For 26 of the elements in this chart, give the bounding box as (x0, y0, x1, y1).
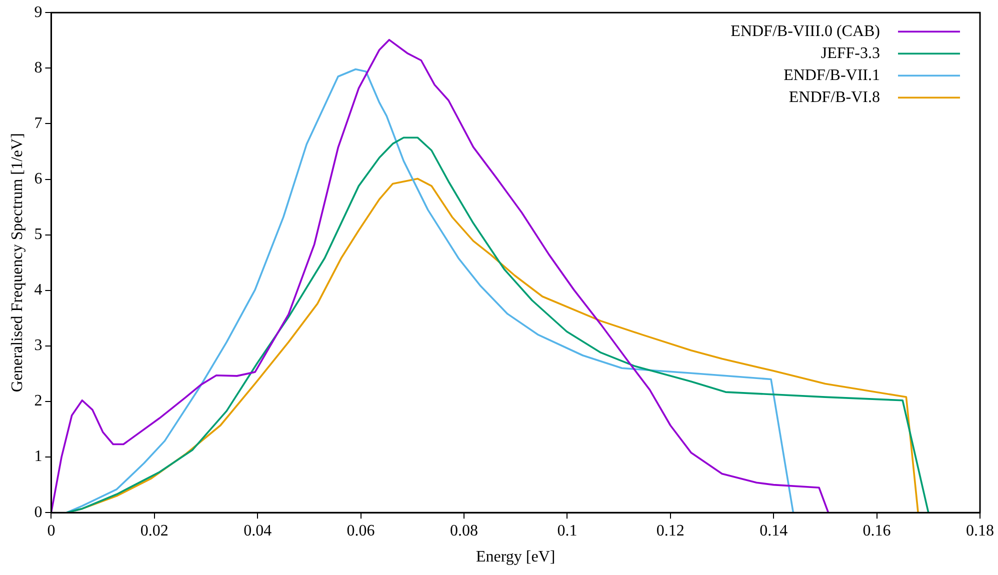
x-tick-label: 0.14 (760, 522, 788, 540)
x-axis-title: Energy [eV] (476, 548, 556, 566)
x-tick-label: 0.16 (862, 522, 891, 540)
y-tick-label: 2 (34, 392, 42, 410)
x-tick-label: 0.06 (346, 522, 375, 540)
y-tick-label: 9 (34, 4, 42, 21)
x-tick-label: 0 (47, 522, 56, 540)
x-tick-label: 0.04 (244, 522, 272, 540)
legend-label: ENDF/B-VIII.0 (CAB) (730, 22, 880, 40)
x-tick-label: 0.08 (450, 522, 478, 540)
y-tick-label: 7 (34, 114, 42, 132)
y-tick-label: 1 (34, 448, 42, 466)
y-axis-title: Generalised Frequency Spectrum [1/eV] (8, 133, 26, 392)
y-tick-label: 8 (34, 59, 42, 76)
legend-label: ENDF/B-VII.1 (784, 66, 880, 84)
y-tick-label: 5 (34, 226, 42, 244)
y-tick-label: 6 (34, 170, 42, 188)
x-tick-label: 0.12 (656, 522, 684, 540)
y-tick-label: 0 (34, 504, 42, 521)
legend-label: JEFF-3.3 (820, 44, 880, 62)
x-tick-label: 0.1 (557, 522, 578, 540)
legend-label: ENDF/B-VI.8 (788, 88, 880, 106)
x-tick-label: 0.02 (140, 522, 168, 540)
y-tick-label: 3 (34, 337, 42, 354)
x-tick-label: 0.18 (966, 522, 994, 540)
y-tick-label: 4 (34, 282, 42, 299)
